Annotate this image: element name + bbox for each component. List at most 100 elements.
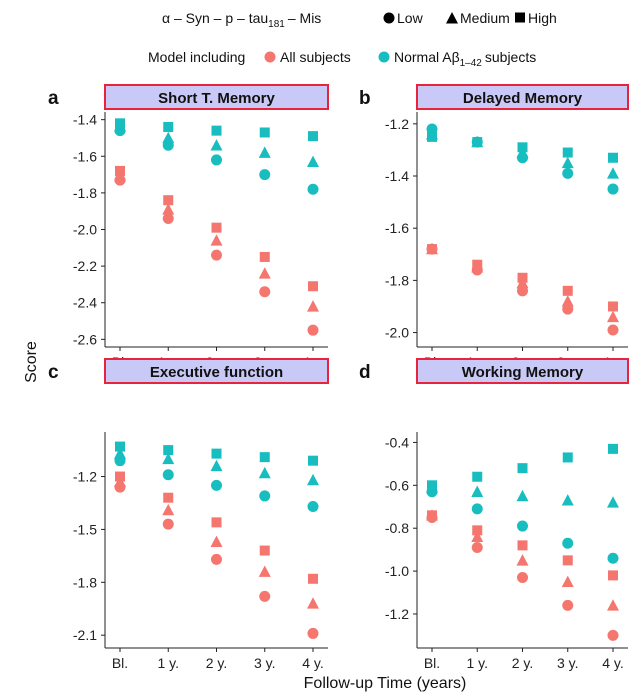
legend-high-label: High: [528, 10, 557, 26]
data-point: [258, 565, 271, 577]
data-point: [259, 169, 271, 181]
data-point: [562, 537, 574, 549]
data-point: [211, 479, 222, 491]
legend-circle-icon: [383, 12, 395, 24]
legend-square-icon: [515, 12, 525, 23]
data-point: [210, 459, 223, 472]
data-point: [210, 535, 223, 547]
y-tick-label: -1.4: [385, 168, 409, 184]
data-point: [427, 510, 437, 521]
data-point: [211, 249, 222, 261]
data-point: [471, 542, 483, 554]
data-point: [307, 324, 319, 336]
data-point: [211, 154, 222, 166]
panel-title-strip: [416, 358, 629, 384]
data-point: [307, 501, 319, 513]
data-point: [307, 300, 319, 312]
panel-title: Delayed Memory: [463, 90, 583, 107]
data-point: [608, 301, 618, 312]
data-point: [472, 471, 483, 482]
data-point: [259, 251, 270, 262]
data-point: [308, 281, 318, 292]
data-point: [162, 518, 174, 530]
data-point: [427, 244, 437, 255]
x-tick-label: 4 y.: [602, 655, 624, 671]
x-tick-label: Bl.: [112, 655, 128, 671]
data-point: [607, 183, 619, 195]
data-point: [561, 494, 574, 506]
y-tick-label: -2.1: [73, 627, 97, 643]
x-tick-label: 1 y.: [466, 655, 488, 671]
data-point: [308, 573, 318, 584]
data-point: [562, 555, 573, 566]
data-point: [259, 452, 270, 463]
data-point: [562, 285, 573, 296]
shape-legend: α – Syn – p – tau181– Mis Low Medium Hig…: [162, 10, 557, 30]
y-tick-label: -2.0: [73, 222, 97, 238]
data-point: [471, 503, 483, 515]
data-point: [516, 489, 529, 502]
data-point: [259, 286, 271, 298]
shape-legend-title-main: α – Syn – p – tau: [162, 10, 268, 26]
panel-a: a Short T. Memory -1.4 -1.6 -1.8 -2.0 -2.2 -2.4…: [48, 84, 329, 370]
x-tick-label: 4 y.: [302, 655, 324, 671]
color-legend-title: Model including: [148, 49, 245, 65]
data-point: [562, 599, 574, 611]
legend-normal-subjects-label: Normal Aβ1–42 subjects: [394, 49, 536, 69]
data-point: [561, 575, 574, 588]
legend-normal-sub: 1–42: [460, 58, 483, 69]
data-point: [427, 480, 437, 491]
y-tick-label: -1.2: [73, 469, 97, 485]
y-tick-label: -1.8: [385, 272, 409, 288]
data-point: [210, 234, 223, 246]
data-point: [472, 137, 483, 148]
y-tick-label: -2.4: [73, 295, 97, 311]
data-point: [162, 213, 174, 225]
data-point: [516, 554, 529, 566]
data-point: [517, 272, 528, 283]
data-point: [607, 552, 619, 564]
data-point: [210, 139, 223, 151]
data-point: [162, 203, 175, 215]
panel-title: Executive function: [150, 364, 283, 381]
legend-medium-label: Medium: [460, 10, 510, 26]
y-tick-label: -0.4: [385, 434, 409, 450]
data-point: [562, 147, 573, 158]
data-point: [114, 447, 126, 459]
x-tick-label: 1 y.: [157, 655, 179, 671]
data-point: [607, 324, 619, 336]
panel-c: c Executive function -1.2 -1.5 -1.8 -2.1 Bl. 1 …: [48, 358, 329, 671]
data-point: [562, 167, 574, 179]
panel-d: d Working Memory -0.4 -0.6 -0.8 -1.0 -1.2 Bl. 1 …: [359, 358, 629, 671]
panel-letter: a: [48, 88, 59, 109]
y-tick-label: -0.8: [385, 520, 409, 536]
y-axis-label: Score: [23, 341, 40, 383]
data-point: [308, 131, 318, 142]
data-point: [607, 599, 619, 611]
data-point: [115, 471, 125, 482]
data-point: [258, 267, 271, 279]
y-tick-label: -1.4: [73, 112, 97, 128]
legend-all-subjects-label: All subjects: [280, 49, 351, 65]
data-point: [211, 448, 222, 459]
data-point: [163, 492, 174, 503]
data-point: [259, 545, 270, 556]
y-tick-label: -1.8: [73, 574, 97, 590]
data-point: [259, 490, 271, 502]
data-point: [211, 125, 222, 136]
data-point: [115, 118, 125, 129]
data-point: [607, 167, 619, 179]
shape-legend-title-sub: 181: [268, 19, 285, 30]
data-point: [472, 259, 483, 270]
y-tick-label: -1.6: [73, 148, 97, 164]
panel-title-strip: [104, 358, 329, 384]
data-point: [608, 152, 618, 163]
x-tick-label: 3 y.: [557, 655, 579, 671]
data-point: [307, 183, 319, 195]
data-point: [308, 455, 318, 466]
panel-title-strip: [416, 84, 629, 110]
data-point: [115, 441, 125, 452]
data-point: [163, 195, 174, 206]
